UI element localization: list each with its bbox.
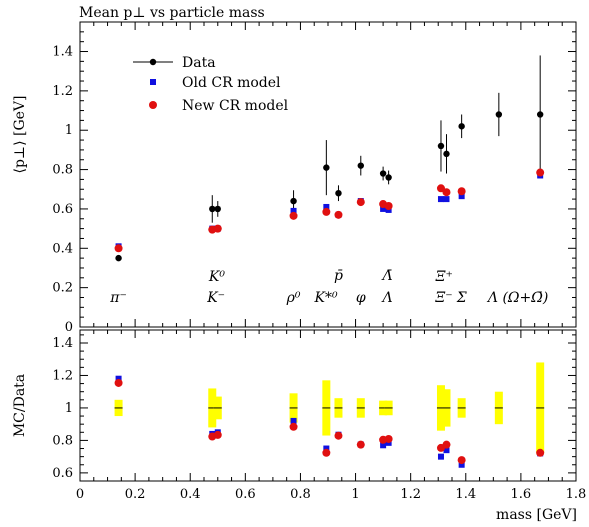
legend-old-marker [150, 79, 156, 85]
new-cr-ratio-point [457, 456, 466, 465]
x-tick-label: 0.2 [125, 487, 146, 502]
data-point [536, 111, 544, 118]
new-cr-point [356, 198, 365, 207]
data-point [290, 197, 297, 205]
x-tick-label: 1.8 [566, 487, 587, 502]
particle-label: Λ (Ω+Ω̄) [486, 290, 548, 306]
y-tick-label: 0.6 [52, 202, 73, 217]
x-tick-label: 0.8 [290, 487, 311, 502]
new-cr-point [457, 187, 466, 196]
y-tick-label: 1.4 [52, 336, 73, 351]
x-tick-label: 0.4 [180, 487, 201, 502]
old-cr-point [458, 193, 465, 200]
y-tick-label: 0.8 [52, 433, 73, 448]
particle-label: K⁻ [206, 290, 225, 306]
old-cr-point [380, 205, 387, 212]
y-tick-label: 1.2 [52, 84, 73, 99]
particle-label: π⁻ [109, 290, 127, 306]
legend-entry: Data [182, 55, 216, 71]
old-cr-point [323, 203, 330, 210]
new-cr-point [442, 188, 451, 197]
particle-label: ρ⁰ [286, 290, 301, 306]
old-cr-ratio-point [290, 417, 297, 424]
x-tick-label: 1.4 [455, 487, 476, 502]
x-tick-label: 0.6 [235, 487, 256, 502]
particle-label: p̄ [334, 268, 343, 284]
data-point [437, 142, 445, 150]
new-cr-point [536, 168, 545, 177]
old-cr-point [290, 207, 297, 214]
top-y-axis-label: ⟨p⊥⟩ [GeV] [12, 95, 28, 173]
data-point [357, 162, 364, 169]
particle-label: Λ̄ [380, 268, 392, 284]
data-point [115, 254, 122, 262]
new-cr-point [322, 207, 331, 216]
old-cr-ratio-point [115, 375, 122, 382]
new-cr-point [436, 184, 445, 193]
data-point [495, 111, 503, 118]
legend-entry: New CR model [182, 98, 289, 114]
y-tick-label: 1.2 [52, 368, 73, 383]
data-point [379, 170, 387, 177]
x-axis-label: mass [GeV] [496, 507, 577, 523]
old-cr-point [437, 196, 444, 203]
legend-new-marker [149, 101, 157, 109]
particle-label: K*⁰ [314, 290, 338, 306]
y-tick-label: 0.8 [52, 163, 73, 178]
data-point [335, 189, 342, 197]
old-cr-ratio-point [437, 453, 444, 460]
data-point [214, 205, 221, 213]
top-panel-frame [79, 21, 577, 328]
new-cr-point [334, 210, 343, 219]
y-tick-label: 0 [65, 320, 73, 335]
y-tick-label: 0.4 [52, 241, 73, 256]
particle-label: Ξ⁻ [434, 290, 452, 306]
new-cr-ratio-point [442, 440, 451, 449]
particle-label: Ξ̄⁺ [435, 269, 453, 285]
new-cr-point [213, 224, 222, 233]
data-point [323, 164, 330, 171]
legend: Data Old CR model New CR model [133, 55, 289, 114]
y-tick-label: 1.4 [52, 45, 73, 60]
particle-label: K⁰ [208, 269, 225, 285]
data-point [443, 150, 450, 158]
new-cr-ratio-point [322, 448, 331, 457]
x-tick-label: 1.2 [400, 487, 421, 502]
data-point [209, 205, 216, 213]
data-point [458, 123, 465, 130]
new-cr-ratio-point [334, 431, 343, 440]
data-point [385, 174, 392, 181]
new-cr-ratio-point [384, 434, 393, 443]
chart-title: Mean p⊥ vs particle mass [79, 5, 265, 21]
legend-entry: Old CR model [182, 75, 281, 91]
new-cr-point [114, 244, 123, 253]
y-tick-label: 1 [65, 123, 73, 138]
new-cr-ratio-point [536, 448, 545, 457]
new-cr-ratio-point [289, 422, 298, 431]
particle-label: Σ [456, 290, 467, 306]
new-cr-ratio-point [213, 430, 222, 439]
old-cr-ratio-point [458, 461, 465, 468]
old-cr-ratio-point [380, 442, 387, 449]
particle-label: φ [356, 290, 366, 306]
old-cr-ratio-point [323, 445, 330, 452]
new-cr-ratio-point [114, 378, 123, 387]
new-cr-point [384, 202, 393, 210]
y-tick-label: 0.2 [52, 281, 73, 296]
y-tick-label: 0.6 [52, 466, 73, 481]
particle-label: Λ [380, 290, 392, 306]
y-tick-label: 1 [65, 401, 73, 416]
old-cr-point [443, 196, 450, 203]
x-tick-label: 0 [76, 487, 84, 502]
new-cr-point [289, 211, 298, 220]
legend-data-marker [149, 58, 157, 66]
old-cr-ratio-point [443, 447, 450, 454]
bottom-y-axis-label: MC/Data [12, 374, 28, 437]
x-tick-label: 1.6 [511, 487, 532, 502]
x-tick-label: 1 [351, 487, 359, 502]
bottom-panel: 0 0.2 0.4 0.6 0.8 1 1.2 1.4 1.6 1.8 0.6 0.8 1 1.2 1.4 [52, 329, 587, 502]
new-cr-ratio-point [356, 440, 365, 449]
top-panel: 0 0.2 0.4 0.6 0.8 1 1.2 1.4 π⁻ K⁰ K⁻ ρ⁰ p̄ K*⁰ φ Λ̄ Λ Ξ̄⁺… [52, 21, 577, 335]
